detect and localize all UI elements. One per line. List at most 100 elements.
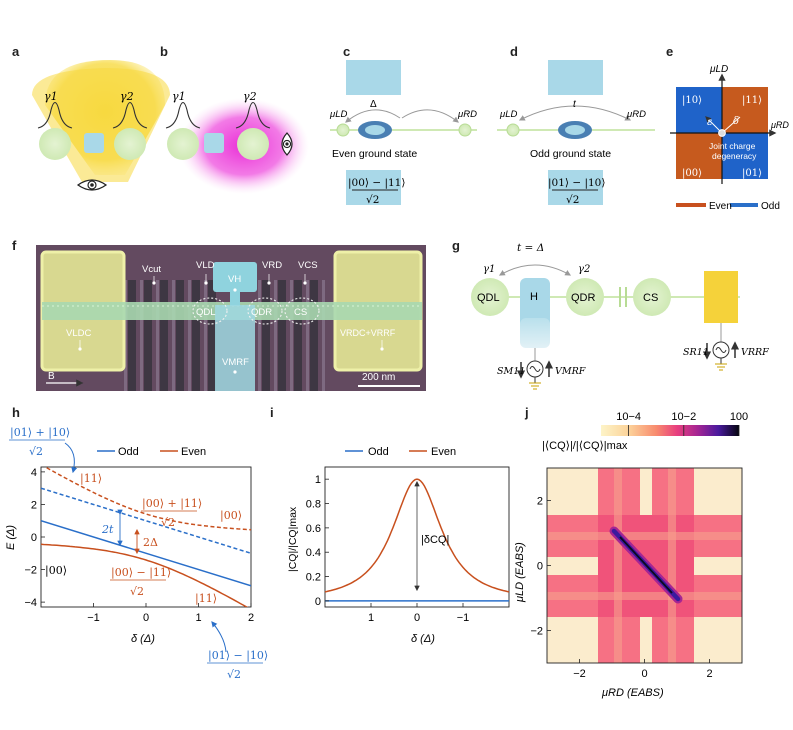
panel-label-j: j bbox=[525, 405, 529, 420]
h-odd-bot-arrow bbox=[211, 621, 227, 653]
g-h: H bbox=[530, 291, 538, 303]
panel-label-i: i bbox=[270, 405, 274, 420]
h-label-00p11-den: √2 bbox=[161, 516, 175, 529]
c-state-den: √2 bbox=[366, 194, 379, 206]
b-gamma2: γ2 bbox=[243, 90, 257, 103]
i-ylabel: |CQ|/|CQ|max bbox=[287, 506, 299, 572]
b-left-dot bbox=[167, 128, 199, 160]
h-ytick-0: 4 bbox=[31, 467, 37, 479]
e-axis-y: μLD bbox=[709, 64, 728, 75]
panel-f-sem-image bbox=[36, 245, 426, 391]
g-qdl: QDL bbox=[477, 292, 500, 304]
g-cs-dot bbox=[633, 278, 671, 316]
f-v-l: VLDC bbox=[66, 328, 91, 339]
panel-g bbox=[471, 264, 740, 390]
h-label-11-bottom: |11⟩ bbox=[195, 592, 217, 606]
panel-h: −1 0 1 2 4 2 0 −2 −4 bbox=[9, 439, 263, 664]
i-ytick-1: 0.8 bbox=[306, 499, 321, 511]
right-dot bbox=[114, 128, 146, 160]
c-coupling: Δ bbox=[370, 99, 377, 110]
f-qdr: QDR bbox=[251, 307, 272, 318]
c-top-gate bbox=[346, 60, 401, 95]
d-coupling: t bbox=[573, 99, 577, 110]
h-ticks-group: −1 0 1 2 4 2 0 −2 −4 bbox=[24, 467, 254, 624]
c-bottom-gate bbox=[346, 170, 401, 205]
f-scale: 200 nm bbox=[362, 372, 395, 383]
h-label-00m11-den: √2 bbox=[130, 585, 144, 598]
i-ytick-0: 1 bbox=[315, 474, 321, 486]
j-cbar-label: |⟨CQ⟩|/|⟨CQ⟩|max bbox=[542, 440, 628, 452]
h-xtick-2: 1 bbox=[195, 612, 201, 624]
f-qdl: QDL bbox=[196, 307, 216, 318]
i-ticks-group: 1 0 −1 1 0.8 0.6 0.4 0.2 0 bbox=[306, 474, 470, 624]
i-ytick-4: 0.2 bbox=[306, 572, 321, 584]
e-delta: δ bbox=[733, 116, 739, 127]
j-cbar-tick-1: 10−2 bbox=[671, 411, 696, 423]
c-mu-right: μRD bbox=[457, 109, 477, 120]
j-cbar-tick-2: 100 bbox=[730, 411, 748, 423]
i-xtick-0: 1 bbox=[368, 612, 374, 624]
panel-j: −2 0 2 2 0 −2 bbox=[530, 425, 743, 680]
i-xlabel: δ (Δ) bbox=[411, 633, 435, 645]
d-state-num: |01⟩ − |10⟩ bbox=[548, 177, 605, 190]
c-caption: Even ground state bbox=[332, 148, 417, 160]
panel-a bbox=[32, 60, 170, 191]
h-series-2 bbox=[43, 467, 251, 531]
d-state-den: √2 bbox=[566, 194, 579, 206]
f-cs: CS bbox=[294, 307, 307, 318]
j-cbar-tick-0: 10−4 bbox=[616, 411, 641, 423]
j-xlabel: μRD (EABS) bbox=[601, 687, 664, 699]
f-b: B bbox=[48, 371, 55, 382]
i-legend-odd: Odd bbox=[368, 446, 389, 458]
h-ylabel: E (Δ) bbox=[5, 525, 17, 550]
f-v-h: VH bbox=[228, 274, 241, 285]
i-xtick-2: −1 bbox=[457, 612, 470, 624]
f-v-cut: Vcut bbox=[142, 264, 161, 275]
h-ytick-4: −4 bbox=[24, 597, 37, 609]
g-v-m: VMRF bbox=[555, 366, 586, 377]
f-v-m: VMRF bbox=[222, 357, 249, 368]
h-xtick-3: 2 bbox=[248, 612, 254, 624]
h-odd-top-arrow bbox=[64, 442, 78, 474]
j-ytick-1: 0 bbox=[537, 561, 543, 573]
h-label-2t: 2t bbox=[101, 523, 114, 536]
j-ylabel: μLD (EABS) bbox=[514, 542, 526, 603]
h-label-odd-top-den: √2 bbox=[29, 445, 43, 458]
h-label-00-right: |00⟩ bbox=[220, 509, 242, 523]
g-t-eq: t = Δ bbox=[517, 242, 544, 254]
panel-d bbox=[497, 60, 655, 205]
i-series-group bbox=[324, 478, 510, 602]
left-dot bbox=[39, 128, 71, 160]
j-colorbar bbox=[601, 425, 739, 436]
panel-label-b: b bbox=[160, 44, 168, 59]
i-ytick-3: 0.4 bbox=[306, 547, 321, 559]
e-q-tr: |11⟩ bbox=[742, 95, 762, 106]
e-center-label-2: degeneracy bbox=[712, 151, 757, 161]
h-ytick-1: 2 bbox=[31, 499, 37, 511]
h-ytick-3: −2 bbox=[24, 565, 37, 577]
panel-label-f: f bbox=[12, 238, 17, 253]
b-eye-icon bbox=[281, 132, 293, 156]
d-mu-left: μLD bbox=[499, 109, 517, 120]
g-qdr-dot bbox=[566, 278, 604, 316]
h-legend-odd: Odd bbox=[118, 446, 139, 458]
panel-b bbox=[165, 98, 309, 194]
c-mu-left: μLD bbox=[329, 109, 347, 120]
eye-icon bbox=[76, 179, 108, 191]
e-center-label-1: Joint charge bbox=[709, 141, 756, 151]
panel-label-h: h bbox=[12, 405, 20, 420]
i-ytick-2: 0.6 bbox=[306, 523, 321, 535]
h-ytick-2: 0 bbox=[31, 532, 37, 544]
b-right-dot bbox=[237, 128, 269, 160]
c-state-num: |00⟩ − |11⟩ bbox=[348, 177, 405, 190]
j-ticks-group: −2 0 2 2 0 −2 bbox=[530, 425, 740, 680]
h-series-0 bbox=[41, 487, 251, 555]
panel-label-g: g bbox=[452, 238, 460, 253]
g-s-r: SR11 bbox=[683, 347, 709, 358]
h-legend-even: Even bbox=[181, 446, 206, 458]
j-ytick-2: −2 bbox=[530, 626, 543, 638]
d-mu-right: μRD bbox=[626, 109, 646, 120]
g-gamma2: γ2 bbox=[578, 264, 590, 275]
j-xtick-0: −2 bbox=[573, 668, 586, 680]
f-v-rd: VRD bbox=[262, 260, 282, 271]
